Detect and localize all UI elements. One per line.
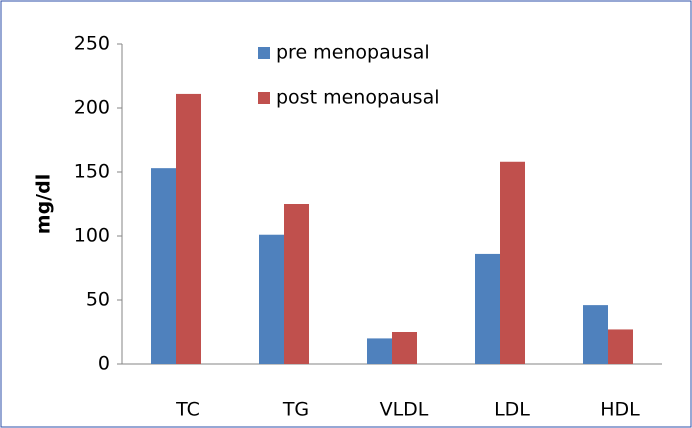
bar [583, 305, 608, 364]
y-tick-label: 100 [74, 225, 110, 247]
x-tick-label: HDL [600, 399, 640, 421]
legend-swatch [258, 47, 270, 59]
bar [475, 253, 500, 364]
bar [608, 329, 633, 364]
legend-label: pre menopausal [276, 42, 430, 64]
y-tick-label: 200 [74, 97, 110, 119]
x-tick-label: VLDL [380, 399, 429, 421]
x-tick-label: TG [282, 399, 309, 421]
x-tick-label: TC [175, 399, 200, 421]
x-tick-label: LDL [494, 399, 530, 421]
bar [176, 93, 201, 365]
bar [284, 204, 309, 364]
bar [367, 338, 392, 364]
bar [259, 234, 284, 364]
y-tick-label: 0 [98, 353, 110, 375]
y-tick-label: 50 [86, 289, 110, 311]
legend-swatch [258, 92, 270, 104]
y-tick-label: 250 [74, 33, 110, 55]
y-axis-title: mg/dl [33, 174, 55, 234]
bar [392, 332, 417, 364]
bar [151, 168, 176, 364]
bar [500, 161, 525, 364]
y-tick-label: 150 [74, 161, 110, 183]
legend-label: post menopausal [276, 87, 440, 109]
